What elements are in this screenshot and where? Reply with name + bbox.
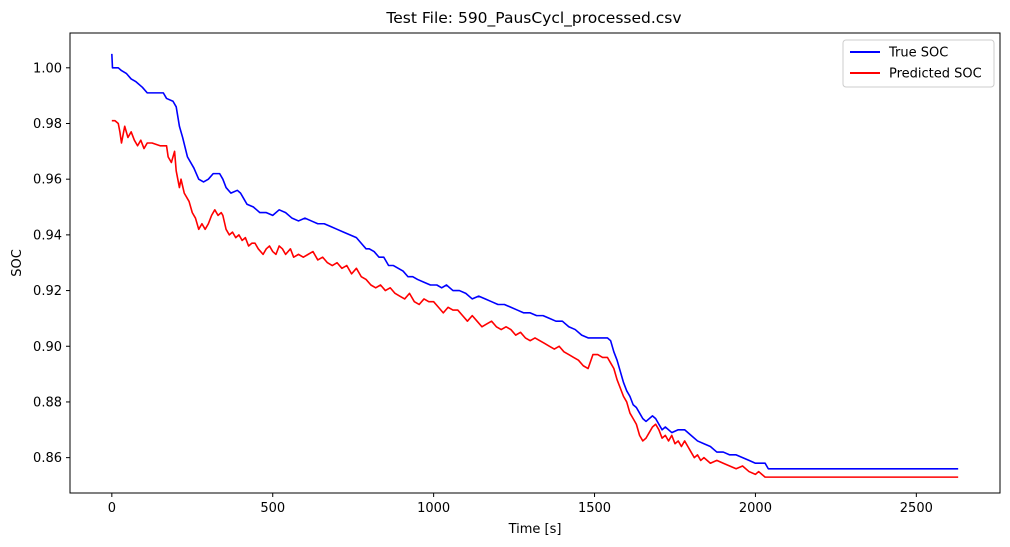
y-tick-label: 0.98 xyxy=(33,117,62,132)
chart-title: Test File: 590_PausCycl_processed.csv xyxy=(385,9,681,28)
series-line-predicted-soc xyxy=(111,119,959,478)
axes-frame xyxy=(69,32,1001,494)
x-axis-label: Time [s] xyxy=(508,522,562,537)
x-tick-label: 2500 xyxy=(900,501,933,516)
x-axis-ticks: 0 500 1000 1500 2000 2500 xyxy=(108,493,933,516)
x-tick-label: 1500 xyxy=(578,501,611,516)
y-tick-label: 0.88 xyxy=(33,395,62,410)
legend-box xyxy=(842,39,995,88)
x-tick-label: 2000 xyxy=(739,501,772,516)
x-tick-label: 500 xyxy=(260,501,285,516)
y-tick-label: 0.90 xyxy=(33,340,62,355)
series-line-true-soc xyxy=(111,53,959,470)
legend: True SOC Predicted SOC xyxy=(842,39,995,88)
plot-area xyxy=(69,32,1001,494)
y-tick-label: 0.96 xyxy=(33,173,62,188)
y-tick-label: 0.94 xyxy=(33,228,62,243)
legend-label-true-soc: True SOC xyxy=(888,46,948,61)
y-tick-label: 0.86 xyxy=(33,451,62,466)
legend-label-predicted-soc: Predicted SOC xyxy=(889,67,982,82)
y-axis-ticks: 0.86 0.88 0.90 0.92 0.94 0.96 0.98 1.00 xyxy=(33,61,70,466)
series-layer xyxy=(111,53,959,478)
y-tick-label: 0.92 xyxy=(33,284,62,299)
x-tick-label: 0 xyxy=(108,501,116,516)
y-tick-label: 1.00 xyxy=(33,61,62,76)
y-axis-label: SOC xyxy=(10,249,25,277)
x-tick-label: 1000 xyxy=(417,501,450,516)
